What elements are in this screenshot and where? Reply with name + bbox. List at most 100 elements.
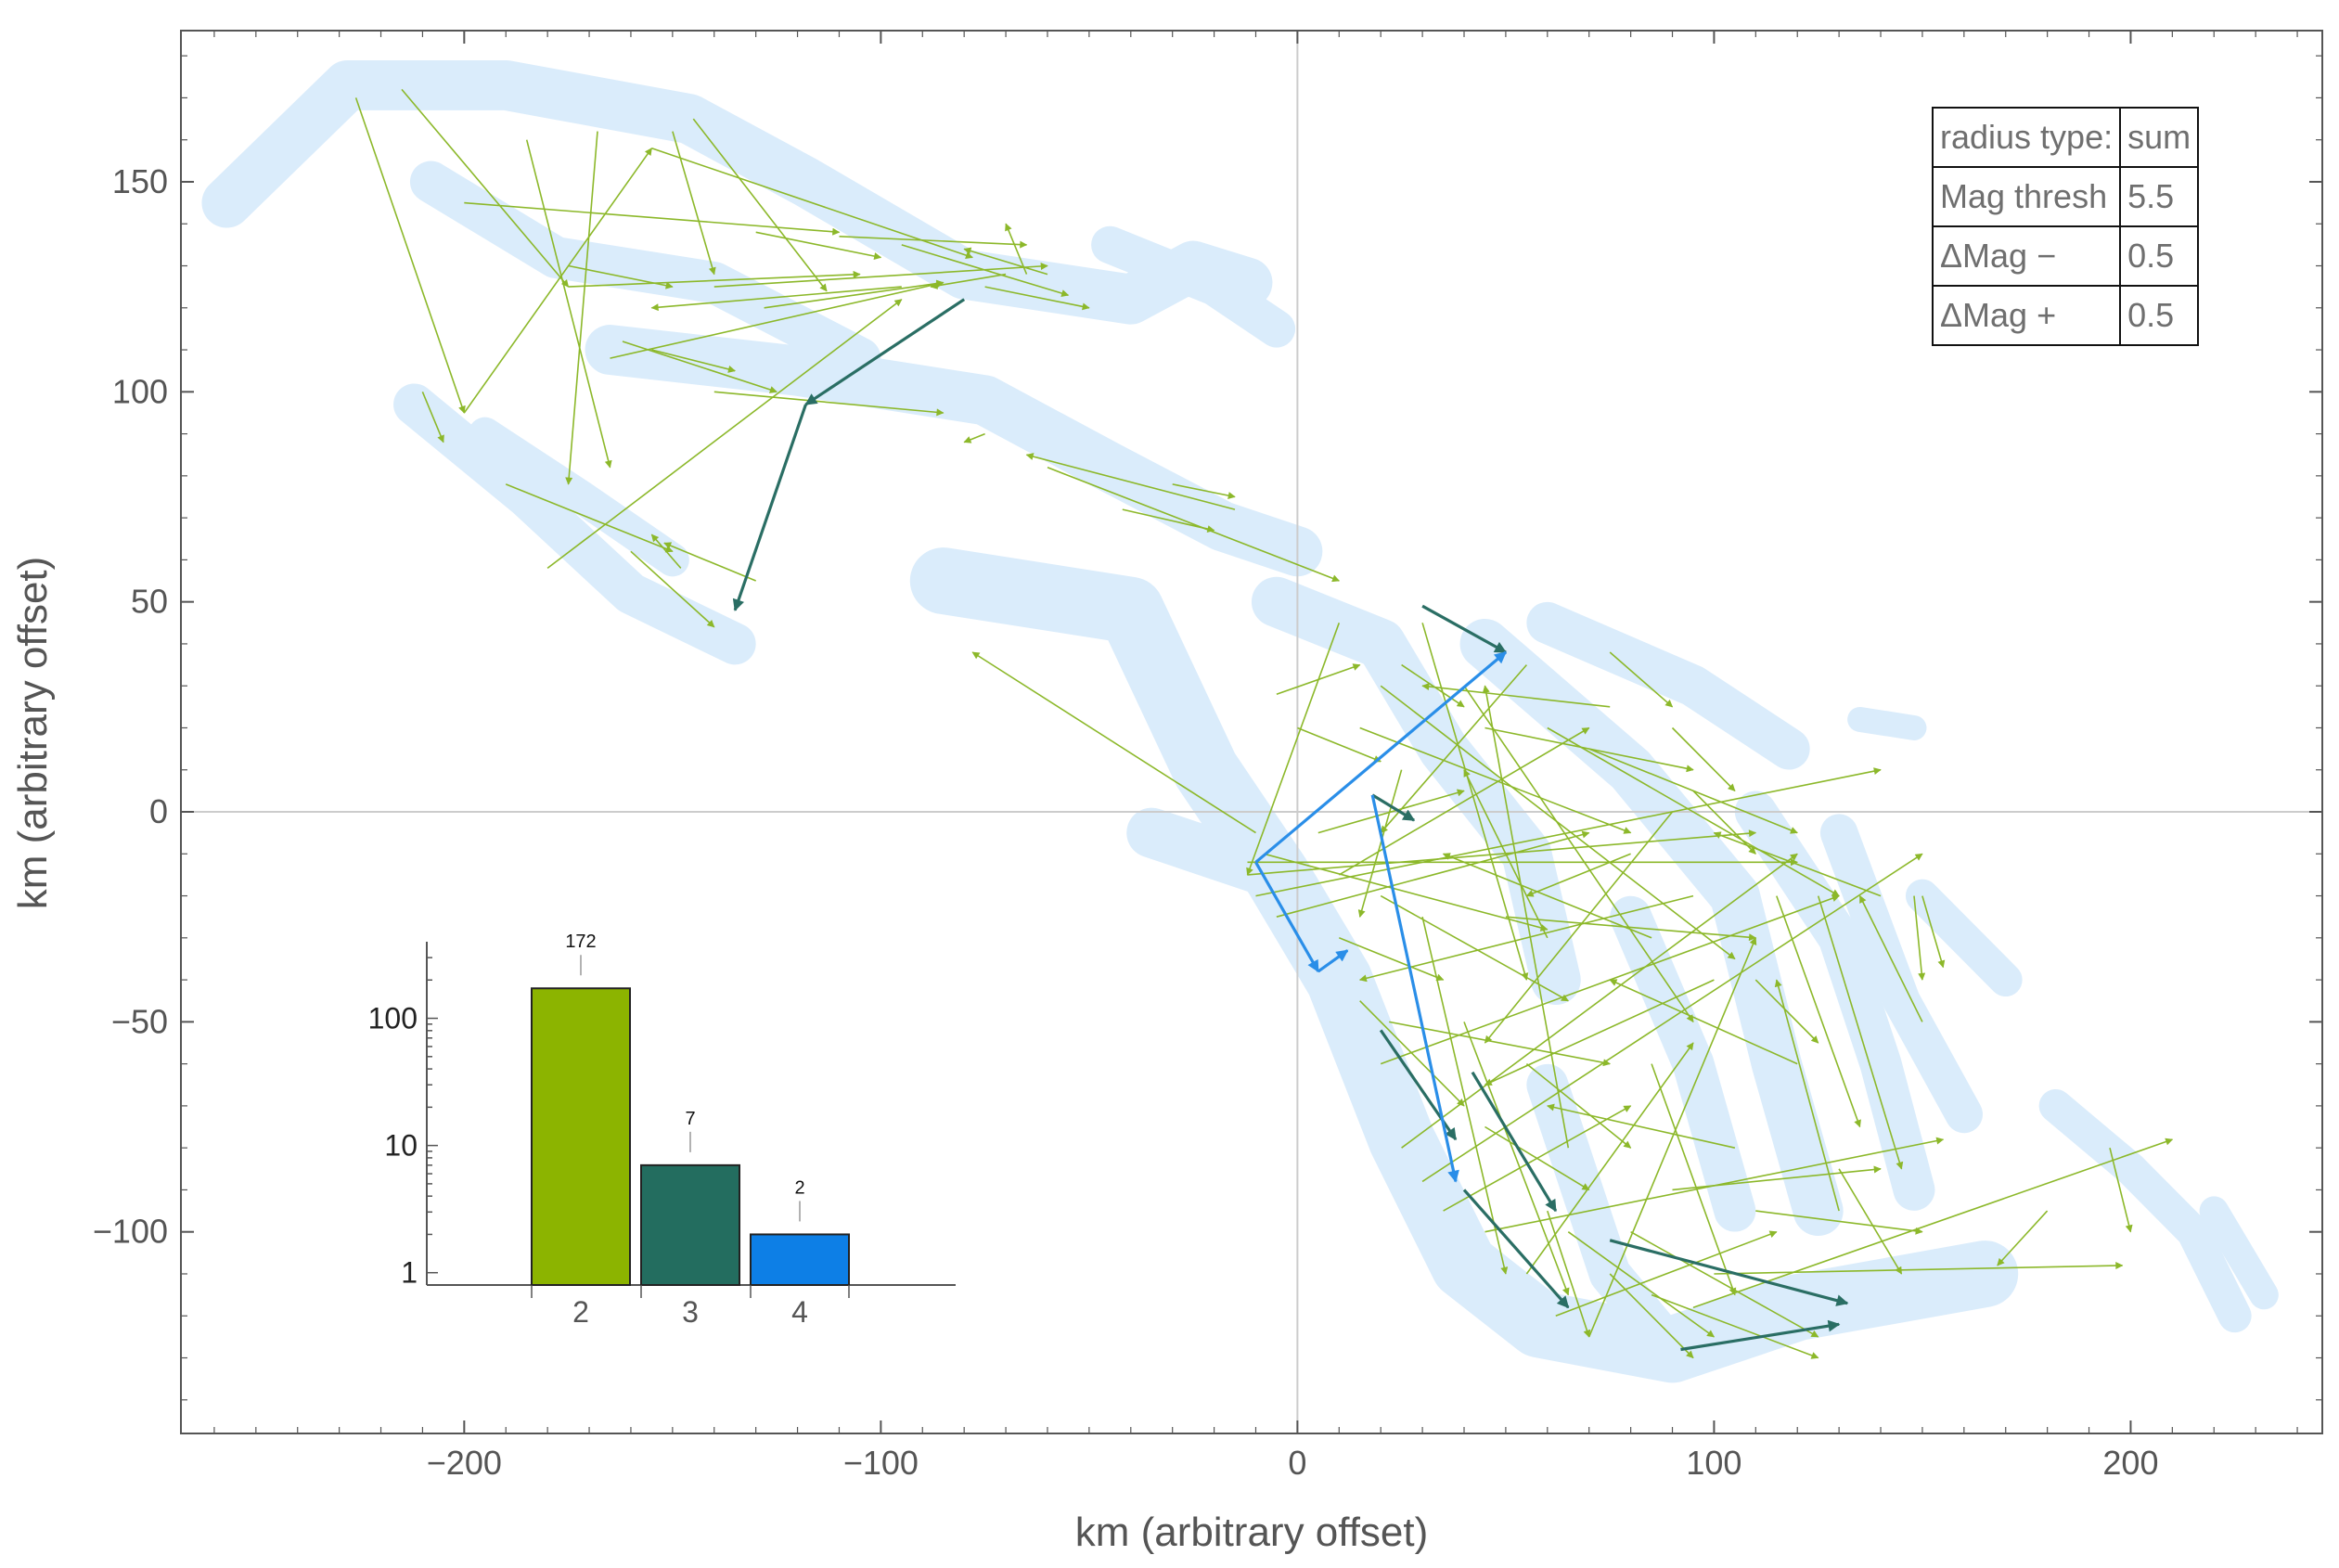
pair-vector <box>1525 1062 1632 1149</box>
pair-vector <box>672 131 716 276</box>
x-axis-title: km (arbitrary offset) <box>1075 1510 1429 1555</box>
zero-lines <box>181 31 2322 1433</box>
pair-vector <box>1858 894 1923 1022</box>
pair-vector <box>1547 726 1840 897</box>
pair-vector <box>2109 1148 2133 1233</box>
pair-vector <box>839 236 1028 249</box>
pair-vector <box>1172 483 1236 499</box>
y-tick-label: −100 <box>93 1213 168 1251</box>
swath <box>2199 1196 2279 1310</box>
plot-frame <box>180 30 2323 1434</box>
swath <box>409 161 881 379</box>
swath <box>1819 814 1984 1134</box>
pair-vector <box>568 270 861 288</box>
swath <box>1526 601 1810 770</box>
quad-vector <box>1254 861 1320 973</box>
triple-vector <box>732 404 808 611</box>
inset-histogram: 1 10 100 172 2 7 3 2 4 <box>368 932 956 1329</box>
pair-vector <box>1754 979 1819 1044</box>
pair-vector <box>1651 1063 1737 1296</box>
inset-bar <box>531 987 631 1286</box>
pair-vector <box>1401 853 1798 1149</box>
pair-vector <box>1005 223 1028 275</box>
table-label: ΔMag − <box>1931 225 2122 287</box>
pair-vector <box>525 139 612 469</box>
pair-vector <box>1358 894 1694 983</box>
pair-vector <box>651 349 736 373</box>
inset-bar <box>640 1163 740 1286</box>
pair-vector <box>984 286 1090 311</box>
triple-vector <box>1471 1071 1558 1213</box>
pair-vector <box>1276 830 1590 918</box>
y-tick-label: −50 <box>111 1002 168 1040</box>
pair-vector <box>713 391 945 417</box>
pair-vector <box>1359 726 1632 834</box>
pair-vector <box>1672 1165 1882 1191</box>
pair-vector <box>1389 1021 1611 1067</box>
pair-vector <box>1714 1262 2124 1275</box>
pair-vector <box>505 483 674 553</box>
table-row: ΔMag − 0.5 <box>1931 225 2200 287</box>
pair-vector <box>1463 768 1549 939</box>
pair-vector <box>1442 853 1652 939</box>
swath <box>1905 879 2023 997</box>
triple-vector <box>1371 793 1416 822</box>
pair-vector <box>650 533 682 569</box>
swath <box>585 325 1323 577</box>
pair-vector <box>1357 769 1403 918</box>
swath <box>1847 706 1927 740</box>
pair-vector <box>1838 1168 1903 1275</box>
pair-vector <box>1484 1125 1590 1191</box>
pair-vector <box>713 262 1048 288</box>
pair-vector <box>1776 895 1861 1128</box>
table-label: Mag thresh <box>1931 166 2122 227</box>
table-value: 0.5 <box>2119 225 2200 287</box>
quad-vector <box>1317 949 1349 973</box>
pair-vector <box>930 273 1007 289</box>
table-row: radius type: sum <box>1931 107 2200 168</box>
pair-vector <box>1338 726 1590 876</box>
y-tick-label: 0 <box>149 792 168 830</box>
triple-vector <box>1609 1239 1849 1306</box>
triple-vector <box>1462 1189 1570 1309</box>
pair-vector <box>1671 726 1736 791</box>
inset-x-tick-label: 4 <box>791 1295 808 1329</box>
swath <box>201 59 1273 325</box>
pair-vector <box>1484 811 1674 1044</box>
triple-vector <box>1421 604 1508 654</box>
pair-vector <box>963 432 985 443</box>
x-tick-label: 0 <box>1288 1444 1306 1482</box>
pair-vector <box>1651 1293 1819 1359</box>
table-row: ΔMag + 0.5 <box>1931 285 2200 346</box>
pair-vector <box>1997 1210 2049 1266</box>
pair-vector <box>1609 1273 1694 1359</box>
pair-vector <box>1692 790 1756 855</box>
pair-vector <box>1713 831 1882 897</box>
pair-vector <box>650 286 902 312</box>
triple-vector <box>804 298 966 406</box>
pair-vector <box>663 542 757 582</box>
pair-vector <box>421 391 444 443</box>
pair-vector <box>1339 937 1445 982</box>
triple-vector <box>1680 1319 1841 1352</box>
table-row: Mag thresh 5.5 <box>1931 166 2200 227</box>
pair-vector <box>1047 467 1341 583</box>
pair-vector <box>1264 853 1549 932</box>
pair-vector <box>1482 685 1570 1149</box>
y-tick-label: 100 <box>112 372 168 410</box>
parameter-table: radius type: sum Mag thresh 5.5 ΔMag − 0… <box>1931 107 2200 346</box>
pair-vector <box>1276 663 1361 696</box>
y-axis-title: km (arbitrary offset) <box>10 557 56 910</box>
pair-vector <box>546 299 903 570</box>
pair-vector <box>630 550 715 628</box>
pair-vector <box>1630 1231 1819 1338</box>
inset-bar-value-label: 172 <box>565 932 596 952</box>
pair-vector <box>610 280 945 359</box>
table-value: 0.5 <box>2119 285 2200 346</box>
tick-layer: −200 −100 0 100 200 −100 −50 0 50 100 150 <box>93 31 2322 1482</box>
inset-bar <box>750 1233 850 1286</box>
pair-vector <box>764 279 945 309</box>
x-tick-label: −100 <box>843 1444 919 1482</box>
inset-y-tick-label: 100 <box>368 1002 418 1035</box>
